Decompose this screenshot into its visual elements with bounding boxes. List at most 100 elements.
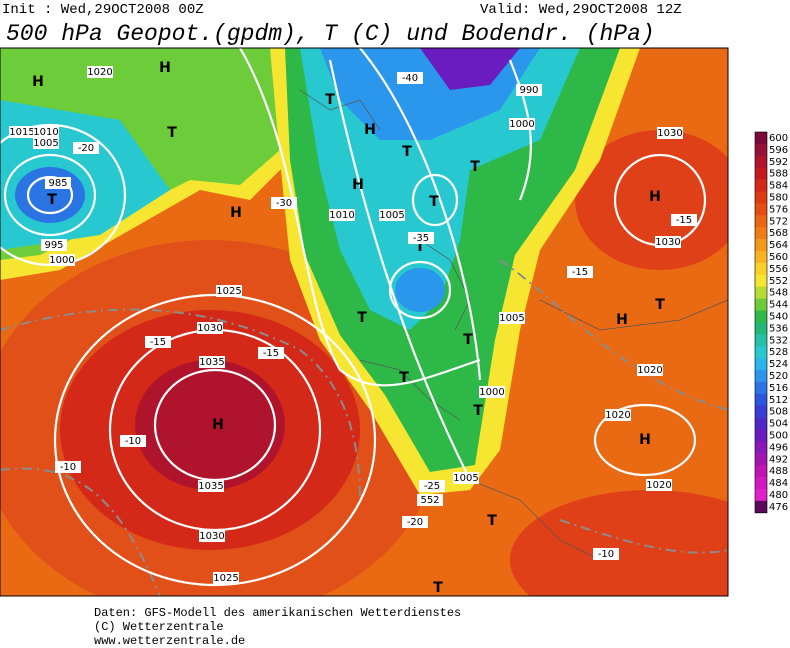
colorbar-swatch <box>755 370 767 383</box>
colorbar-label: 508 <box>769 407 788 418</box>
trough-cold <box>395 268 445 312</box>
colorbar-label: 556 <box>769 264 788 275</box>
isotherm <box>0 259 728 596</box>
label-box <box>33 137 59 149</box>
colorbar-label: 544 <box>769 300 788 311</box>
map-title: 500 hPa Geopot.(gpdm), T (C) und Bodendr… <box>6 21 655 47</box>
colorbar-swatch <box>755 298 767 311</box>
contour-label: -15 <box>572 267 588 278</box>
colorbar-label: 600 <box>769 133 788 144</box>
label-box <box>198 480 224 492</box>
colorbar-label: 480 <box>769 490 788 501</box>
label-box <box>55 461 81 473</box>
label-box <box>408 232 434 244</box>
contour-label: 552 <box>420 495 439 506</box>
pressure-center: T <box>463 332 473 348</box>
contour-label: 990 <box>519 85 538 96</box>
colorbar-swatch <box>755 274 767 287</box>
label-box <box>329 209 355 221</box>
colorbar-swatch <box>755 143 767 157</box>
isobar <box>593 403 697 477</box>
colorbar-swatch <box>755 322 767 335</box>
colorbar-swatch <box>755 477 767 490</box>
label-box <box>605 409 631 421</box>
label-box <box>87 66 113 78</box>
colorbar-swatch <box>755 465 767 478</box>
map-frame <box>0 47 729 597</box>
label-box <box>41 239 67 251</box>
colorbar-label: 568 <box>769 228 788 239</box>
label-box <box>567 266 593 278</box>
contour-label: -40 <box>402 73 418 84</box>
label-box <box>637 364 663 376</box>
label-box <box>479 386 505 398</box>
contour-label: 995 <box>44 240 63 251</box>
pressure-center: T <box>402 144 412 160</box>
isobar <box>239 48 533 481</box>
label-box <box>33 126 59 138</box>
pressure-center: T <box>325 92 335 108</box>
colorbar-swatch <box>755 203 767 216</box>
colorbar-swatch <box>755 239 767 252</box>
label-box <box>199 530 225 542</box>
contour-label: 1005 <box>453 473 478 484</box>
contour-label: 1030 <box>657 128 682 139</box>
colorbar-swatch <box>755 334 767 347</box>
pressure-center: T <box>415 239 425 255</box>
colorbar-swatch <box>755 132 767 145</box>
colorbar-swatch <box>755 489 767 502</box>
label-box <box>258 347 284 359</box>
colorbar-swatch <box>755 191 767 204</box>
colorbar-swatch <box>755 393 767 406</box>
colorbar-label: 572 <box>769 216 788 227</box>
pressure-center: T <box>429 194 439 210</box>
label-box <box>216 285 242 297</box>
contour-label: 1010 <box>329 210 354 221</box>
colorbar-label: 488 <box>769 466 788 477</box>
pressure-center: T <box>470 159 480 175</box>
warm-core <box>135 360 285 490</box>
label-box <box>402 516 428 528</box>
colorbar-label: 540 <box>769 311 788 322</box>
label-box <box>593 548 619 560</box>
contour-label: -15 <box>150 337 166 348</box>
label-box <box>671 214 697 226</box>
colorbar-label: 588 <box>769 169 788 180</box>
contour-label: 1000 <box>509 119 534 130</box>
contour-label: -10 <box>60 462 76 473</box>
pressure-center: T <box>655 297 665 313</box>
colorbar-swatch <box>755 405 767 418</box>
label-box <box>646 479 672 491</box>
colorbar-label: 492 <box>769 454 788 465</box>
label-box <box>379 209 405 221</box>
colorbar-label: 504 <box>769 419 788 430</box>
coastline <box>299 89 728 561</box>
warm-area <box>510 490 728 596</box>
label-box <box>657 127 683 139</box>
contour-label: 1030 <box>197 323 222 334</box>
isobar <box>388 260 452 320</box>
colorbar-swatch <box>755 262 767 276</box>
pressure-center: H <box>649 189 661 205</box>
contour-label: -25 <box>424 481 440 492</box>
isobar <box>53 293 377 587</box>
contour-label: 1035 <box>199 357 224 368</box>
pressure-center: H <box>230 205 242 221</box>
contour-label: -35 <box>413 233 429 244</box>
contour-label: -10 <box>598 549 614 560</box>
label-box <box>453 472 479 484</box>
colorbar-label: 512 <box>769 395 788 406</box>
contour-label: 1020 <box>646 480 671 491</box>
colorbar-swatch <box>755 155 767 168</box>
colorbar-swatch <box>755 215 767 228</box>
colorbar-swatch <box>755 500 767 514</box>
colorbar-label: 536 <box>769 323 788 334</box>
contour-label: -20 <box>407 517 423 528</box>
isobar <box>411 173 459 227</box>
colorbar-label: 580 <box>769 192 788 203</box>
contour-label: 1030 <box>199 531 224 542</box>
colorbar-label: 592 <box>769 157 788 168</box>
trough-core <box>420 48 520 90</box>
label-box <box>9 126 35 138</box>
colorbar-label: 500 <box>769 430 788 441</box>
